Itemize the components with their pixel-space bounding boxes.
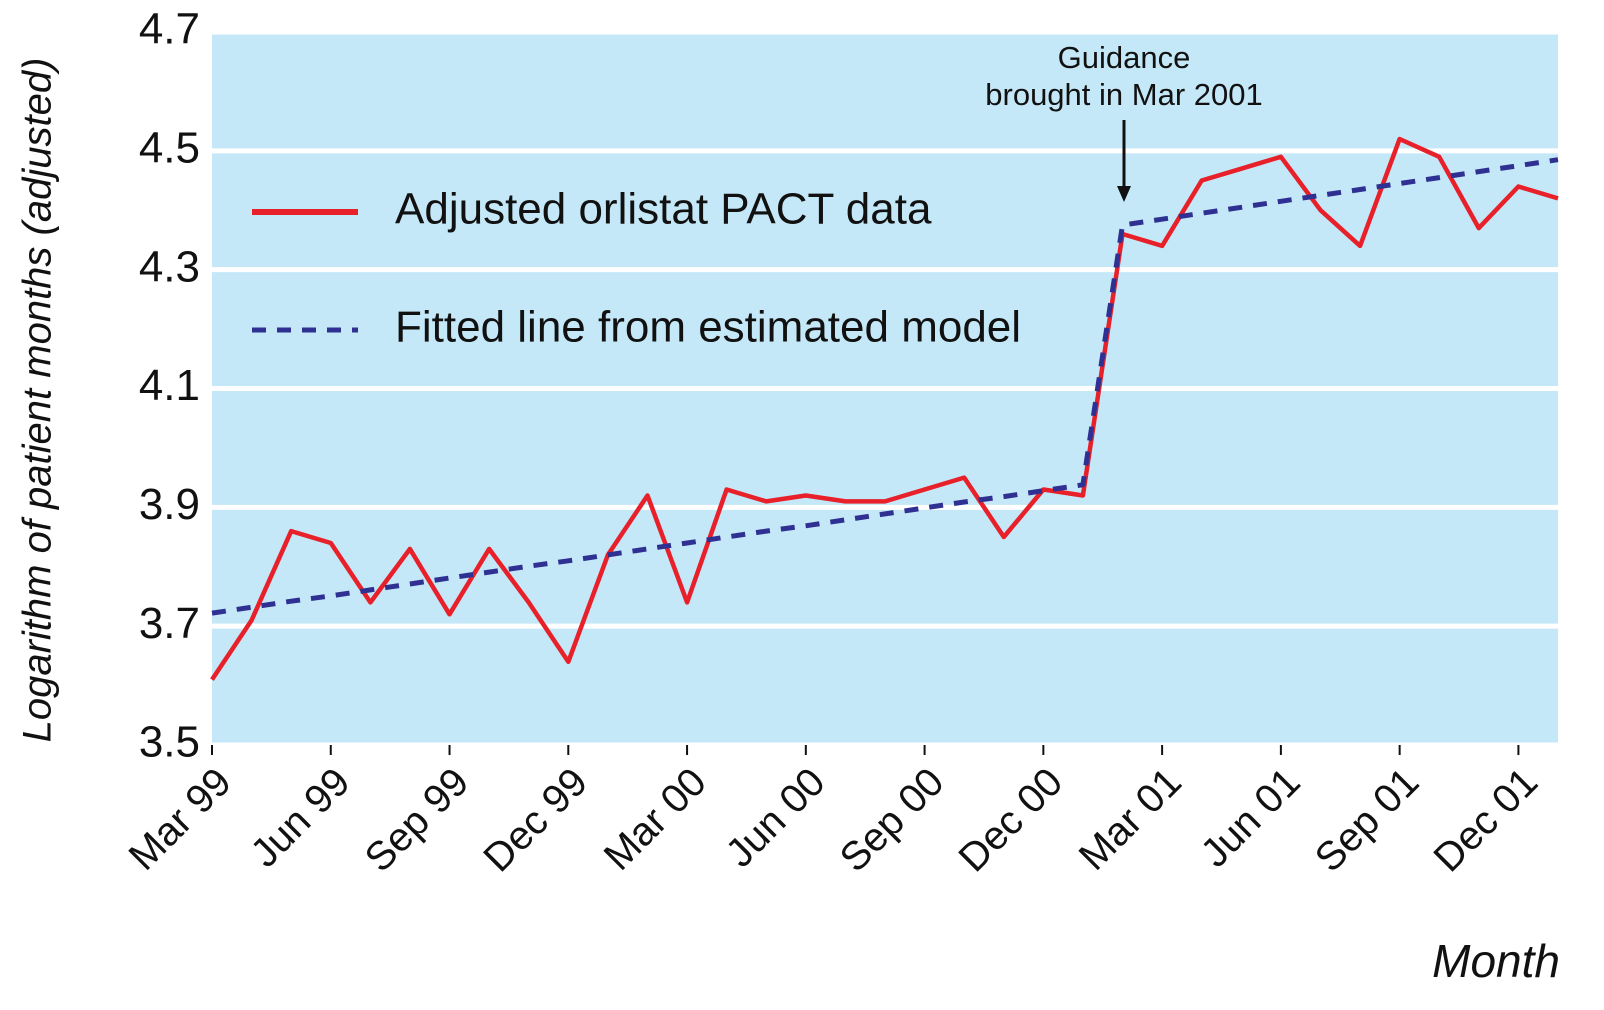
- y-axis-label: Logarithm of patient months (adjusted): [16, 58, 60, 743]
- y-tick-label: 3.7: [139, 599, 200, 648]
- annotation-arrowhead: [1117, 186, 1131, 202]
- x-tick-label: Dec 00: [950, 760, 1071, 881]
- legend-label: Adjusted orlistat PACT data: [395, 185, 932, 234]
- x-tick-label: Sep 00: [832, 760, 953, 881]
- x-axis-label: Month: [1432, 935, 1560, 987]
- y-tick-label: 3.9: [139, 480, 200, 529]
- x-tick-label: Dec 99: [475, 760, 596, 881]
- annotation: Guidance: [1058, 40, 1191, 75]
- x-tick-label: Mar 00: [596, 760, 715, 879]
- legend-label: Fitted line from estimated model: [395, 303, 1021, 352]
- y-tick-label: 4.3: [139, 242, 200, 291]
- x-tick-label: Jun 99: [243, 760, 359, 876]
- x-tick-label: Dec 01: [1426, 760, 1547, 881]
- x-tick-label: Mar 01: [1071, 760, 1190, 879]
- y-tick-label: 4.1: [139, 361, 200, 410]
- y-tick-label: 4.5: [139, 123, 200, 172]
- annotation: brought in Mar 2001: [985, 77, 1262, 112]
- series-line: [210, 136, 1559, 681]
- x-tick-label: Jun 01: [1193, 760, 1309, 876]
- series-line: [211, 157, 1559, 616]
- x-tick-label: Jun 00: [718, 760, 834, 876]
- y-tick-label: 4.7: [139, 5, 200, 54]
- lines: [210, 136, 1559, 681]
- grid: [212, 29, 1558, 748]
- y-tick-label: 3.5: [139, 718, 200, 767]
- x-tick-label: Sep 99: [357, 760, 478, 881]
- x-tick-label: Sep 01: [1307, 760, 1428, 881]
- x-tick-label: Mar 99: [121, 760, 240, 879]
